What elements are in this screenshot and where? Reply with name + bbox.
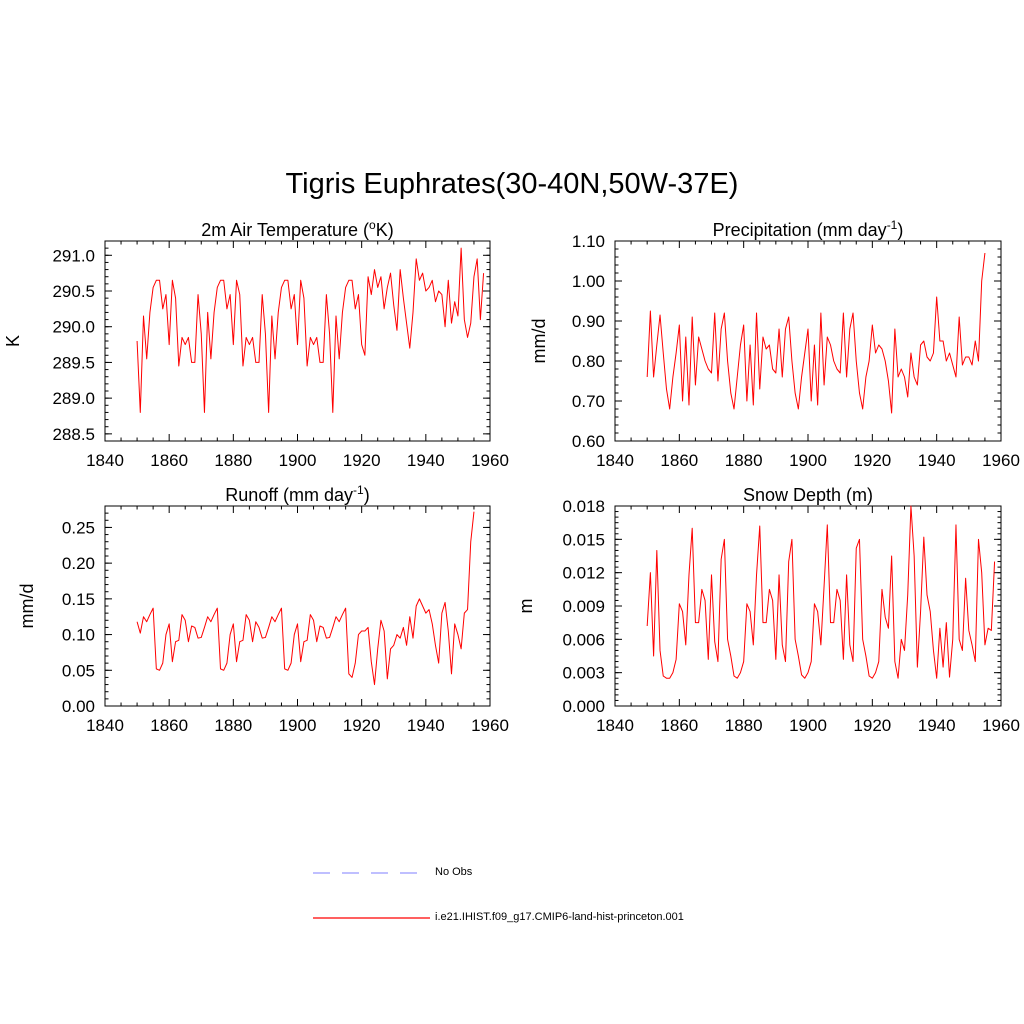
y-tick-label: 0.70 <box>572 392 605 411</box>
panel-1: 2m Air Temperature (oK) 1840 1860 1880 1900 1… <box>3 218 509 470</box>
y-axis-label: m <box>516 599 536 614</box>
y-axis-label: K <box>3 335 23 347</box>
y-tick-label: 0.10 <box>62 626 95 645</box>
y-tick-label: 0.012 <box>562 564 605 583</box>
y-tick-label: 0.05 <box>62 661 95 680</box>
x-tick-label: 1880 <box>214 451 252 470</box>
x-tick-label: 1900 <box>789 451 827 470</box>
y-axis-label: mm/d <box>17 584 37 629</box>
y-tick-label: 1.10 <box>572 232 605 251</box>
y-tick-label: 0.000 <box>562 697 605 716</box>
x-tick-label: 1940 <box>407 451 445 470</box>
y-tick-label: 0.00 <box>62 697 95 716</box>
y-tick-label: 1.00 <box>572 272 605 291</box>
series-line <box>136 247 485 413</box>
x-tick-label: 1960 <box>471 716 509 735</box>
y-tick-label: 291.0 <box>52 246 95 265</box>
x-tick-label: 1920 <box>343 451 381 470</box>
x-tick-label: 1860 <box>660 451 698 470</box>
panel-3: Runoff (mm day-1) 1840 1860 1880 1900 1920 194… <box>17 483 509 735</box>
x-tick-label: 1840 <box>86 451 124 470</box>
series-line <box>646 252 986 414</box>
panel-title: Snow Depth (m) <box>743 485 873 505</box>
x-tick-label: 1920 <box>343 716 381 735</box>
panel-2: Precipitation (mm day-1) 1840 1860 1880 1900… <box>529 218 1020 470</box>
y-tick-label: 0.80 <box>572 352 605 371</box>
y-tick-label: 0.006 <box>562 630 605 649</box>
series-line <box>646 505 996 679</box>
y-tick-label: 289.5 <box>52 353 95 372</box>
x-tick-label: 1920 <box>853 716 891 735</box>
y-tick-label: 0.018 <box>562 497 605 516</box>
x-tick-label: 1960 <box>982 451 1020 470</box>
y-tick-label: 0.009 <box>562 597 605 616</box>
y-axis-label: mm/d <box>529 319 549 364</box>
y-tick-label: 289.0 <box>52 389 95 408</box>
x-tick-label: 1900 <box>279 451 317 470</box>
panel-title: Runoff (mm day-1) <box>225 483 369 505</box>
y-tick-label: 290.5 <box>52 282 95 301</box>
y-tick-label: 290.0 <box>52 318 95 337</box>
x-tick-label: 1940 <box>407 716 445 735</box>
y-tick-label: 0.015 <box>562 530 605 549</box>
y-tick-label: 0.20 <box>62 554 95 573</box>
x-tick-label: 1840 <box>86 716 124 735</box>
x-tick-label: 1920 <box>853 451 891 470</box>
y-tick-label: 288.5 <box>52 425 95 444</box>
panel-4: Snow Depth (m) 1840 1860 1880 1900 1920 1940 19… <box>516 485 1020 735</box>
x-tick-label: 1880 <box>725 451 763 470</box>
x-tick-label: 1860 <box>660 716 698 735</box>
x-tick-label: 1940 <box>918 451 956 470</box>
page-title: Tigris Euphrates(30-40N,50W-37E) <box>285 168 739 200</box>
y-tick-label: 0.15 <box>62 590 95 609</box>
y-tick-label: 0.003 <box>562 664 605 683</box>
y-tick-label: 0.90 <box>572 312 605 331</box>
panel-title: Precipitation (mm day-1) <box>713 218 904 240</box>
x-tick-label: 1900 <box>279 716 317 735</box>
x-tick-label: 1960 <box>471 451 509 470</box>
x-tick-label: 1880 <box>214 716 252 735</box>
x-tick-label: 1860 <box>150 451 188 470</box>
series-line <box>136 511 475 686</box>
x-tick-label: 1900 <box>789 716 827 735</box>
y-tick-label: 0.60 <box>572 432 605 451</box>
x-tick-label: 1880 <box>725 716 763 735</box>
x-tick-label: 1960 <box>982 716 1020 735</box>
x-tick-label: 1940 <box>918 716 956 735</box>
legend-obs-label: No Obs <box>435 866 473 878</box>
legend-model-label: i.e21.IHIST.f09_g17.CMIP6-land-hist-prin… <box>435 911 684 923</box>
y-tick-label: 0.25 <box>62 518 95 537</box>
x-tick-label: 1860 <box>150 716 188 735</box>
panel-title: 2m Air Temperature (oK) <box>201 218 393 240</box>
x-tick-label: 1840 <box>596 451 634 470</box>
x-tick-label: 1840 <box>596 716 634 735</box>
